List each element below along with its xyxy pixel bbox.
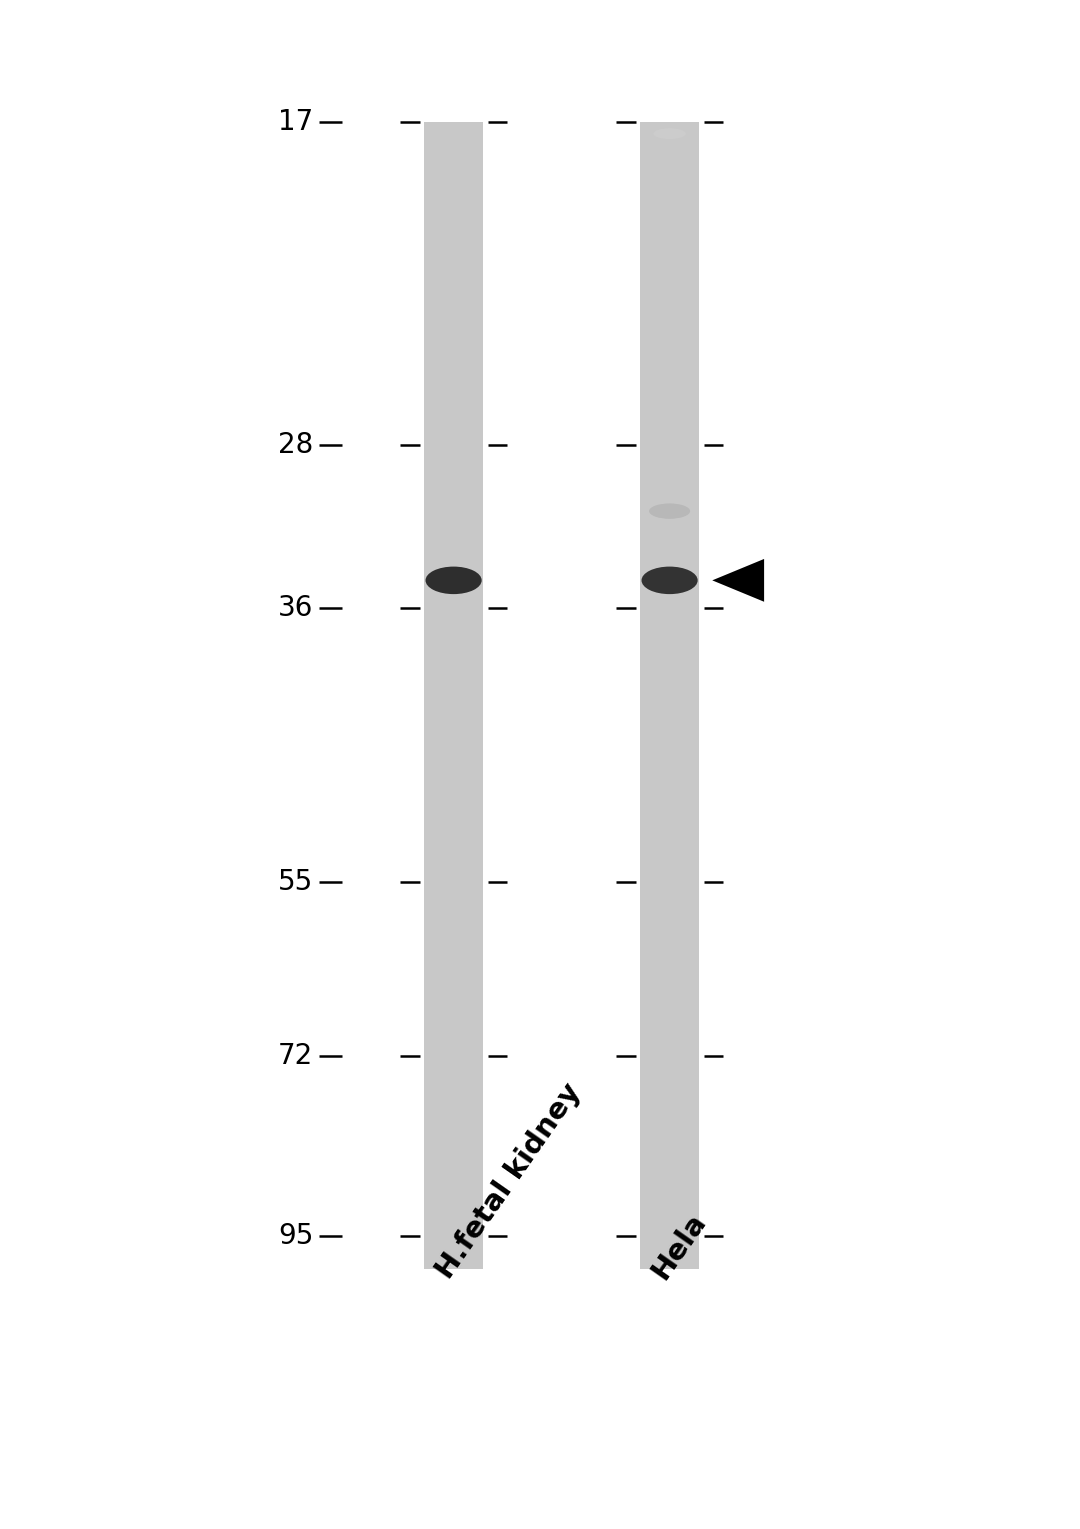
Ellipse shape — [650, 505, 689, 518]
Ellipse shape — [430, 569, 477, 592]
Ellipse shape — [648, 570, 691, 590]
Ellipse shape — [652, 505, 687, 517]
Ellipse shape — [432, 570, 475, 590]
Ellipse shape — [649, 572, 690, 590]
Ellipse shape — [659, 130, 680, 136]
Ellipse shape — [661, 131, 678, 136]
Ellipse shape — [656, 575, 684, 586]
Ellipse shape — [661, 131, 678, 136]
Text: Hela: Hela — [647, 1208, 712, 1284]
Ellipse shape — [656, 506, 684, 515]
Ellipse shape — [434, 572, 473, 589]
Bar — [423, 122, 483, 1269]
Ellipse shape — [433, 572, 474, 590]
Ellipse shape — [650, 572, 689, 589]
Ellipse shape — [428, 569, 480, 593]
Ellipse shape — [651, 572, 688, 589]
Ellipse shape — [660, 131, 679, 136]
Ellipse shape — [653, 573, 686, 587]
Bar — [639, 122, 700, 1269]
Ellipse shape — [642, 567, 698, 595]
Ellipse shape — [654, 128, 685, 139]
Ellipse shape — [646, 569, 693, 592]
Ellipse shape — [652, 505, 687, 517]
Ellipse shape — [659, 508, 680, 515]
Ellipse shape — [657, 506, 683, 515]
Ellipse shape — [654, 573, 685, 587]
Polygon shape — [713, 560, 765, 602]
Text: H.fetal kidney: H.fetal kidney — [431, 1078, 586, 1284]
Ellipse shape — [431, 570, 476, 592]
Ellipse shape — [440, 575, 468, 586]
Ellipse shape — [659, 130, 680, 138]
Ellipse shape — [438, 573, 469, 587]
Ellipse shape — [654, 506, 685, 517]
Ellipse shape — [653, 128, 686, 139]
Ellipse shape — [657, 130, 683, 138]
Ellipse shape — [653, 506, 686, 517]
Ellipse shape — [437, 573, 470, 587]
Text: 72: 72 — [278, 1043, 313, 1070]
Text: 17: 17 — [278, 109, 313, 136]
Ellipse shape — [435, 572, 472, 589]
Text: 55: 55 — [278, 868, 313, 896]
Ellipse shape — [647, 570, 692, 592]
Ellipse shape — [658, 508, 681, 515]
Text: 95: 95 — [278, 1222, 313, 1249]
Ellipse shape — [643, 567, 697, 593]
Ellipse shape — [427, 567, 481, 593]
Text: 36: 36 — [278, 593, 313, 622]
Ellipse shape — [649, 503, 690, 518]
Text: 28: 28 — [278, 431, 313, 459]
Ellipse shape — [656, 128, 684, 138]
Ellipse shape — [657, 130, 683, 138]
Ellipse shape — [644, 569, 696, 593]
Ellipse shape — [658, 130, 681, 138]
Ellipse shape — [651, 505, 688, 518]
Ellipse shape — [426, 567, 482, 595]
Ellipse shape — [659, 508, 680, 514]
Ellipse shape — [654, 128, 685, 139]
